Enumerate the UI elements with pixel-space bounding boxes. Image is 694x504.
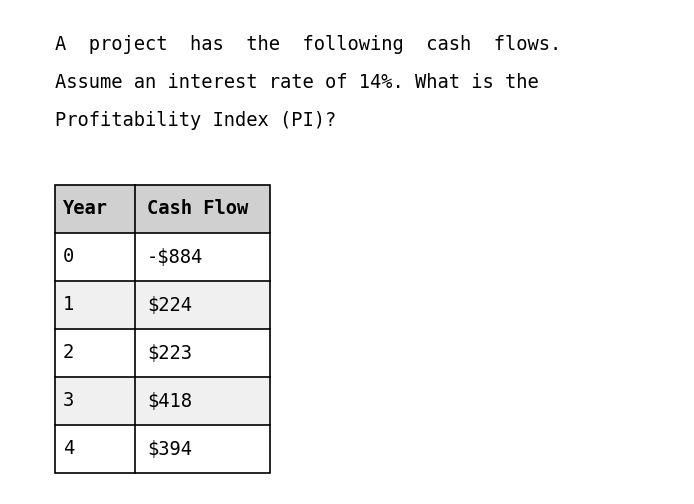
- Bar: [135, 425, 270, 473]
- Text: 1: 1: [63, 295, 74, 314]
- Bar: [135, 185, 270, 233]
- Text: Year: Year: [63, 200, 108, 219]
- Bar: [135, 377, 270, 425]
- Text: Cash Flow: Cash Flow: [147, 200, 248, 219]
- Bar: [55, 425, 135, 473]
- Text: 0: 0: [63, 247, 74, 267]
- Text: Profitability Index (PI)?: Profitability Index (PI)?: [55, 111, 337, 130]
- Text: $394: $394: [147, 439, 192, 459]
- Text: $224: $224: [147, 295, 192, 314]
- Bar: [55, 281, 135, 329]
- Text: -$884: -$884: [147, 247, 203, 267]
- Bar: [55, 377, 135, 425]
- Bar: [135, 233, 270, 281]
- Text: Assume an interest rate of 14%. What is the: Assume an interest rate of 14%. What is …: [55, 73, 539, 92]
- Bar: [135, 329, 270, 377]
- Bar: [55, 185, 135, 233]
- Text: $418: $418: [147, 392, 192, 410]
- Text: $223: $223: [147, 344, 192, 362]
- Text: 3: 3: [63, 392, 74, 410]
- Text: 2: 2: [63, 344, 74, 362]
- Bar: [55, 329, 135, 377]
- Bar: [55, 185, 270, 473]
- Bar: [55, 233, 135, 281]
- Text: 4: 4: [63, 439, 74, 459]
- Bar: [135, 281, 270, 329]
- Text: A  project  has  the  following  cash  flows.: A project has the following cash flows.: [55, 35, 561, 54]
